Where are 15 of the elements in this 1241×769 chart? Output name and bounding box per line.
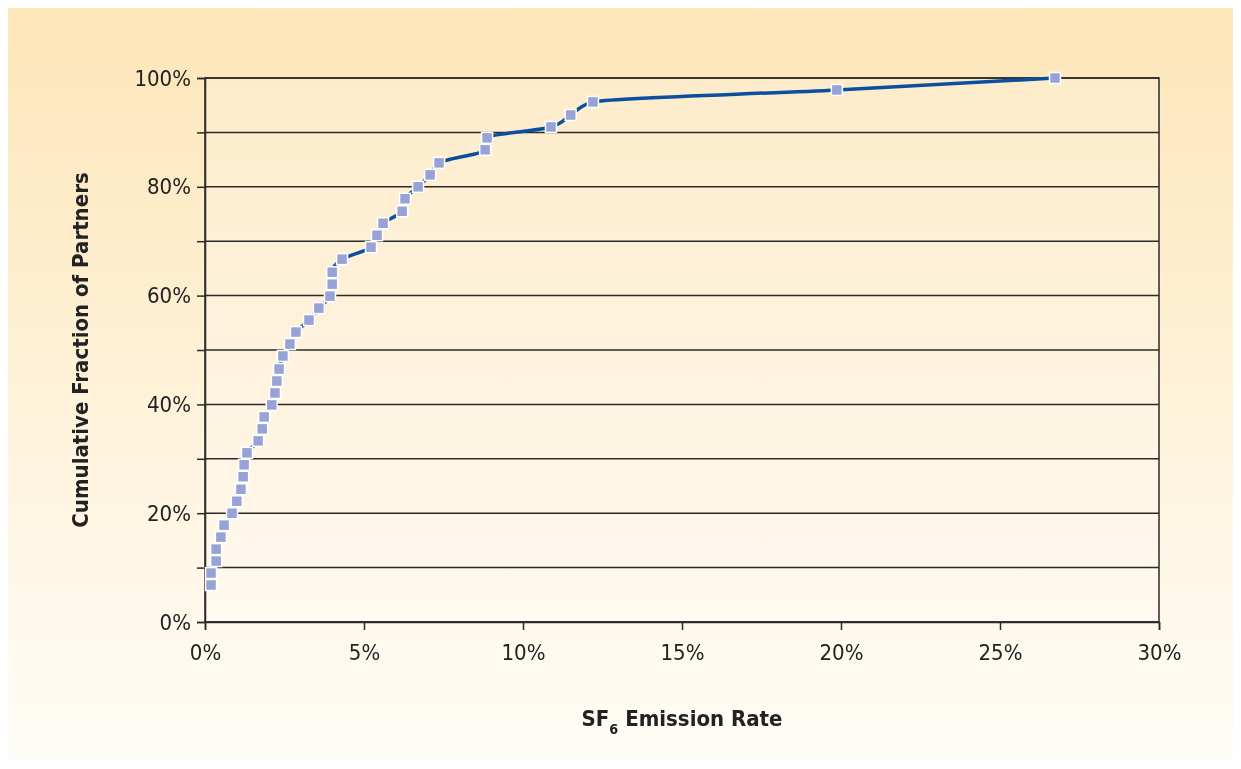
y-tick-label: 40%: [147, 391, 191, 417]
x-tick-label: 0%: [189, 639, 222, 665]
y-tick-label: 60%: [147, 283, 191, 309]
x-tick-label: 5%: [348, 639, 381, 665]
y-tick-label: 100%: [134, 65, 191, 91]
x-tick-label: 25%: [978, 639, 1023, 665]
x-tick-label: 15%: [660, 639, 705, 665]
x-axis-title: SF$_{6}$ Emission Rate: [581, 706, 783, 737]
x-tick-label: 10%: [501, 639, 546, 665]
x-tick-label: 30%: [1137, 639, 1182, 665]
y-tick-label: 80%: [147, 174, 191, 200]
y-tick-label: 20%: [147, 500, 191, 526]
y-axis-title: Cumulative Fraction of Partners: [68, 172, 93, 528]
x-tick-label: 20%: [819, 639, 864, 665]
y-tick-label: 0%: [159, 609, 191, 635]
